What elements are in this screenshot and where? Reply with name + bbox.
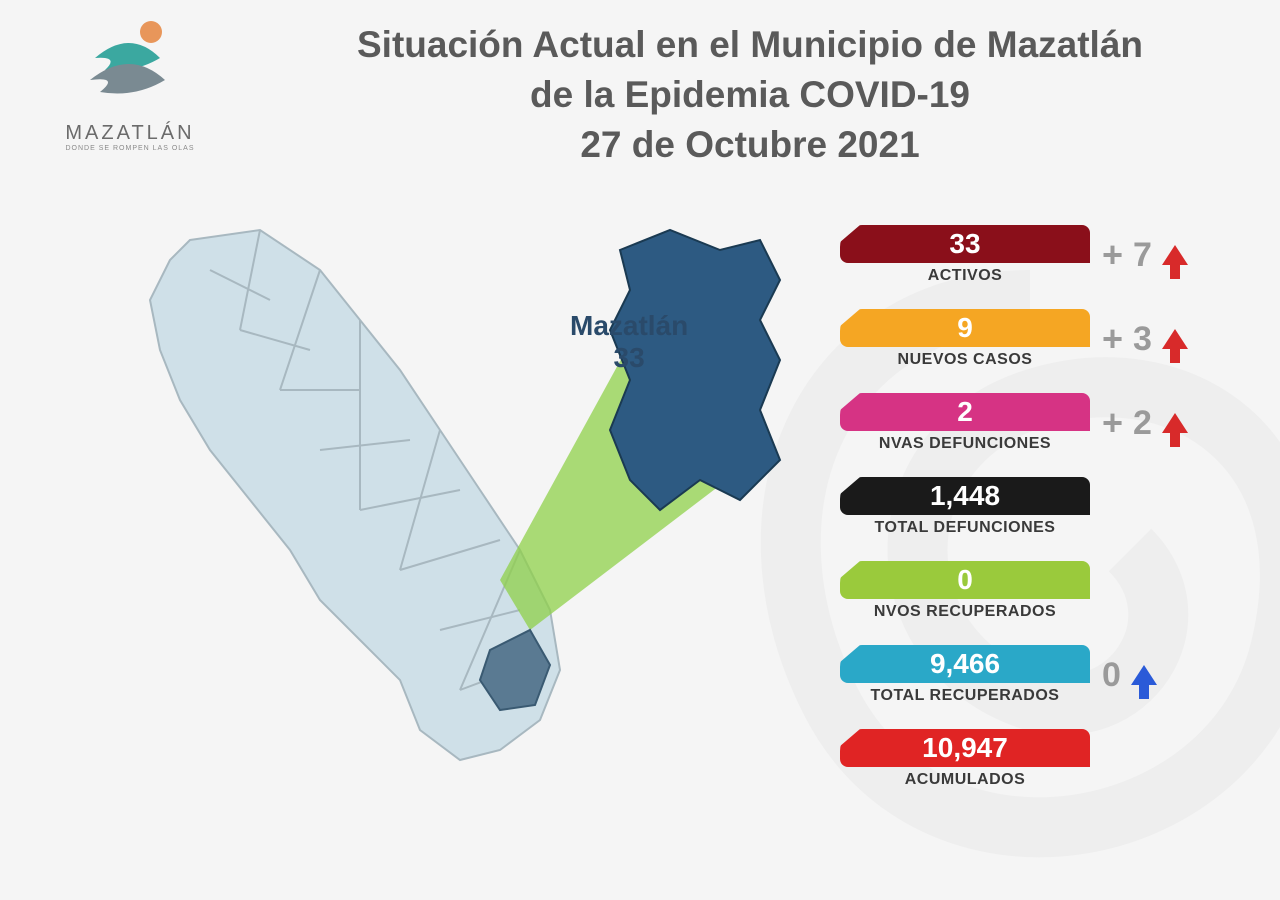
stat-value: 2 (840, 393, 1090, 431)
stat-label: TOTAL RECUPERADOS (840, 687, 1090, 705)
logo-name: MAZATLÁN (40, 122, 220, 145)
stat-value: 10,947 (840, 729, 1090, 767)
arrow-up-icon (1162, 413, 1188, 433)
stat-label: TOTAL DEFUNCIONES (840, 519, 1090, 537)
stat-label: NVOS RECUPERADOS (840, 603, 1090, 621)
stat-label: NVAS DEFUNCIONES (840, 435, 1090, 453)
stat-total-defunciones: 1,448 TOTAL DEFUNCIONES (840, 468, 1250, 546)
stat-acumulados: 10,947 ACUMULADOS (840, 720, 1250, 798)
mazatlan-logo: MAZATLÁN DONDE SE ROMPEN LAS OLAS (40, 18, 220, 152)
arrow-up-icon (1131, 665, 1157, 685)
stat-label: ACTIVOS (840, 267, 1090, 285)
stat-value: 0 (840, 561, 1090, 599)
stat-label: ACUMULADOS (840, 771, 1090, 789)
arrow-up-icon (1162, 245, 1188, 265)
map-municipality-name: Mazatlán (570, 310, 688, 342)
logo-tagline: DONDE SE ROMPEN LAS OLAS (40, 145, 220, 152)
map-callout: Mazatlán 33 (570, 310, 688, 374)
stat-value: 9 (840, 309, 1090, 347)
stat-value: 9,466 (840, 645, 1090, 683)
arrow-up-icon (1162, 329, 1188, 349)
stat-delta: + 7 (1102, 234, 1188, 276)
title-line-3: 27 de Octubre 2021 (280, 120, 1220, 170)
stat-nvos-recuperados: 0 NVOS RECUPERADOS (840, 552, 1250, 630)
stats-panel: 33 ACTIVOS + 7 9 NUEVOS CASOS + 3 2 NVAS… (840, 216, 1250, 804)
stat-nuevos-casos: 9 NUEVOS CASOS + 3 (840, 300, 1250, 378)
logo-icon (75, 18, 185, 113)
stat-total-recuperados: 9,466 TOTAL RECUPERADOS 0 (840, 636, 1250, 714)
sinaloa-map: Mazatlán 33 (60, 210, 820, 810)
stat-value: 33 (840, 225, 1090, 263)
title-line-1: Situación Actual en el Municipio de Maza… (280, 20, 1220, 70)
stat-activos: 33 ACTIVOS + 7 (840, 216, 1250, 294)
stat-delta: 0 (1102, 656, 1157, 695)
title-line-2: de la Epidemia COVID-19 (280, 70, 1220, 120)
stat-label: NUEVOS CASOS (840, 351, 1090, 369)
stat-delta: + 3 (1102, 318, 1188, 360)
stat-value: 1,448 (840, 477, 1090, 515)
stat-delta: + 2 (1102, 402, 1188, 444)
stat-nvas-defunciones: 2 NVAS DEFUNCIONES + 2 (840, 384, 1250, 462)
page-title: Situación Actual en el Municipio de Maza… (280, 20, 1220, 170)
map-municipality-value: 33 (570, 342, 688, 374)
